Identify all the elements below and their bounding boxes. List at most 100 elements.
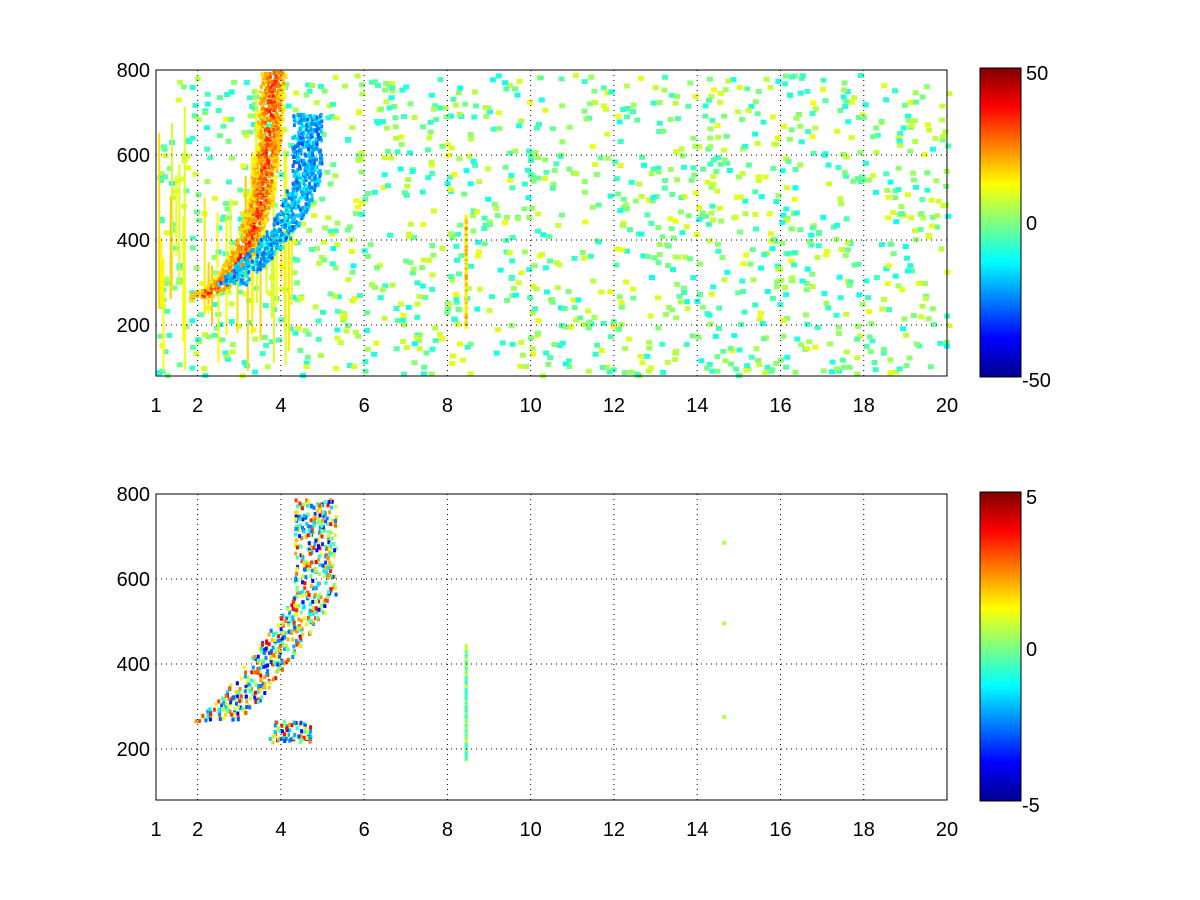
heatmap-cell [324,519,328,524]
heatmap-cell [207,155,214,161]
heatmap-cell [526,148,533,154]
heatmap-cell [235,701,238,706]
heatmap-cell [261,93,265,98]
heatmap-cell [286,647,290,652]
heatmap-cell [699,210,706,216]
heatmap-cell [785,158,792,164]
heatmap-cell [309,132,313,136]
heatmap-cell [284,73,288,78]
heatmap-cell [244,670,248,675]
heatmap-cell [549,126,556,132]
plot-frame-bottom [155,493,948,801]
heatmap-cell [837,108,844,114]
heatmap-cell [296,578,300,583]
heatmap-cell [878,118,885,124]
heatmap-cell [644,212,651,218]
heatmap-cell [426,257,432,263]
heatmap-cell [232,268,236,273]
heatmap-cell [820,77,827,83]
heatmap-cell [217,277,221,282]
heatmap-cell [916,280,923,286]
heatmap-cell [250,217,253,222]
heatmap-cell [292,151,296,156]
heatmap-cell [714,241,721,247]
heatmap-cell [325,546,329,551]
heatmap-cell [804,266,811,272]
heatmap-cell [295,608,299,613]
heatmap-cell [271,638,275,643]
heatmap-cell [317,177,321,182]
heatmap-cell [748,354,755,360]
heatmap-cell [309,737,313,742]
heatmap-cell [183,188,190,194]
heatmap-cell [256,207,259,212]
heatmap-cell [307,185,311,190]
heatmap-cell [290,203,294,208]
heatmap-cell [690,165,697,171]
x-tick-label: 6 [359,819,370,841]
heatmap-cell [812,125,819,131]
heatmap-cell [308,190,312,195]
heatmap-cell [260,114,264,119]
heatmap-cell [260,186,264,191]
heatmap-cell [297,120,301,125]
heatmap-cell [913,184,919,190]
heatmap-cell [247,240,251,245]
heatmap-cell [572,72,579,78]
heatmap-cell [236,711,240,716]
heatmap-cell [542,265,549,271]
heatmap-cell [276,81,280,86]
heatmap-cell [448,113,455,119]
heatmap-cell [271,645,275,650]
heatmap-cell [491,201,498,207]
heatmap-cell [258,666,262,671]
heatmap-cell [228,319,235,325]
heatmap-cell [237,216,244,222]
heatmap-cell [392,115,399,121]
heatmap-cell [919,94,926,100]
heatmap-cell [910,170,917,176]
heatmap-cell [257,170,261,175]
heatmap-cell [692,143,699,149]
heatmap-cell [901,316,908,322]
heatmap-cell [320,528,324,533]
heatmap-cell [639,360,646,366]
heatmap-cell [725,78,732,84]
heatmap-cell [318,529,322,534]
heatmap-cell [310,121,314,126]
heatmap-cell [499,340,506,346]
heatmap-cell [416,346,423,352]
heatmap-cell [288,610,292,615]
heatmap-cell [203,125,210,131]
heatmap-cell [259,678,263,683]
heatmap-cell [449,277,456,283]
heatmap-cell [275,95,279,100]
heatmap-cell [283,95,287,100]
heatmap-cell [778,278,785,283]
heatmap-cell [409,270,416,276]
heatmap-cell [439,143,446,149]
heatmap-cell [743,367,750,373]
heatmap-cell [692,94,699,100]
heatmap-cell [672,254,679,260]
heatmap-cell [359,200,365,206]
heatmap-cell [274,234,278,238]
heatmap-cell [838,201,845,207]
heatmap-cell [261,681,265,686]
heatmap-cell [911,118,918,124]
heatmap-cell [280,70,284,75]
heatmap-cell [755,178,762,184]
heatmap-cell [244,188,251,194]
heatmap-cell [926,127,933,133]
heatmap-cell [262,142,266,147]
heatmap-cell [303,724,307,728]
heatmap-cell [672,100,679,106]
heatmap-cell [242,217,246,222]
heatmap-cell [897,131,904,136]
heatmap-cell [926,234,933,240]
heatmap-cell [273,90,277,94]
heatmap-cell [236,268,240,273]
heatmap-cell [803,312,809,318]
heatmap-cell [326,103,333,109]
y-tick-label: 600 [117,569,150,591]
